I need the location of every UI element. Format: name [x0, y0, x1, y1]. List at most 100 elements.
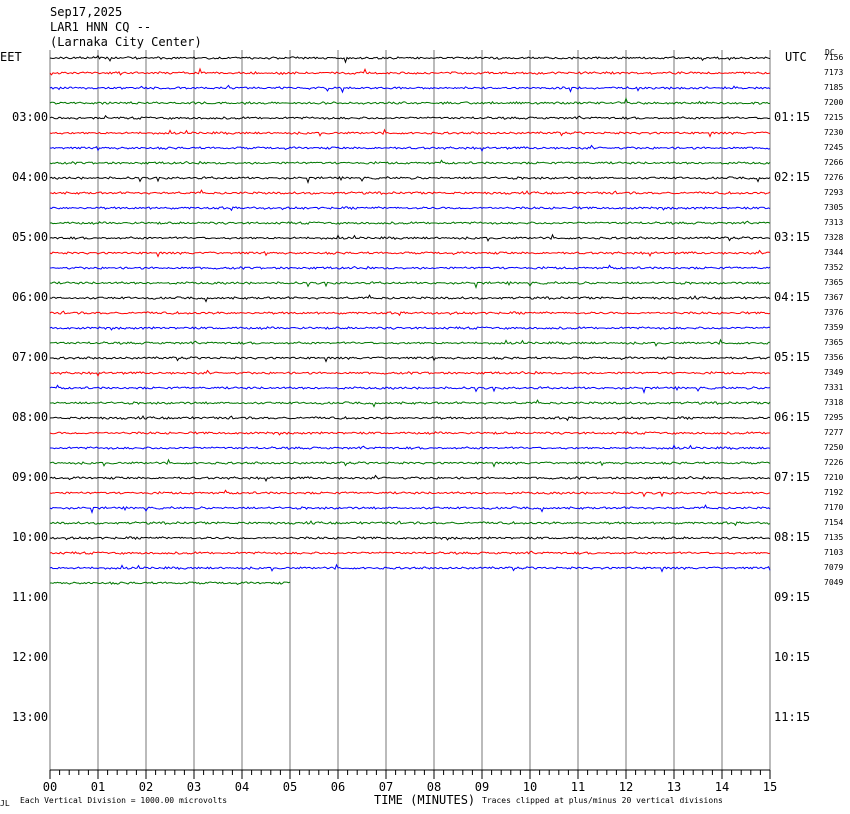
trace-line	[49, 84, 771, 94]
trace-line	[49, 67, 771, 76]
dc-value-label: 7365	[824, 338, 844, 347]
trace-line	[49, 294, 771, 303]
dc-value-label: 7313	[824, 218, 844, 227]
x-tick-label: 12	[618, 780, 634, 794]
trace-line	[49, 399, 771, 408]
trace-line	[49, 369, 771, 377]
right-time-label: 10:15	[774, 650, 811, 664]
trace-line	[49, 355, 771, 363]
left-time-label: 11:00	[12, 590, 49, 604]
dc-value-label: 7293	[824, 188, 844, 197]
trace-line	[49, 326, 771, 331]
dc-value-label: 7318	[824, 398, 844, 407]
trace-line	[49, 189, 771, 196]
trace-line	[49, 489, 771, 498]
left-time-label: 08:00	[12, 410, 49, 424]
x-tick-label: 09	[474, 780, 490, 794]
dc-value-label: 7226	[824, 458, 844, 467]
dc-value-label: 7359	[824, 323, 844, 332]
dc-value-label: 7331	[824, 383, 844, 392]
right-time-label: 08:15	[774, 530, 811, 544]
trace-line	[49, 281, 771, 290]
x-tick-label: 07	[378, 780, 394, 794]
dc-value-label: 7173	[824, 68, 844, 77]
right-time-label: 05:15	[774, 350, 811, 364]
trace-line	[49, 310, 771, 317]
right-time-label: 06:15	[774, 410, 811, 424]
dc-value-label: 7352	[824, 263, 844, 272]
trace-line	[49, 338, 771, 347]
dc-value-label: 7277	[824, 428, 844, 437]
dc-value-label: 7156	[824, 53, 844, 62]
left-time-label: 07:00	[12, 350, 49, 364]
left-time-label: 12:00	[12, 650, 49, 664]
trace-group	[49, 54, 771, 586]
dc-value-label: 7266	[824, 158, 844, 167]
trace-line	[49, 233, 771, 242]
dc-value-label: 7250	[824, 443, 844, 452]
right-time-label: 07:15	[774, 470, 811, 484]
station-location: (Larnaka City Center)	[50, 35, 202, 49]
right-time-label: 09:15	[774, 590, 811, 604]
trace-line	[49, 415, 771, 422]
dc-value-label: 7344	[824, 248, 844, 257]
trace-line	[49, 520, 771, 527]
trace-line	[49, 458, 771, 468]
right-time-label: 11:15	[774, 710, 811, 724]
trace-line	[49, 144, 771, 152]
x-tick-group	[49, 770, 771, 779]
left-time-label: 13:00	[12, 710, 49, 724]
trace-line	[49, 54, 771, 64]
dc-value-label: 7245	[824, 143, 844, 152]
x-tick-label: 03	[186, 780, 202, 794]
dc-value-label: 7103	[824, 548, 844, 557]
x-tick-label: 10	[522, 780, 538, 794]
left-time-label: 10:00	[12, 530, 49, 544]
dc-value-label: 7230	[824, 128, 844, 137]
trace-line	[49, 504, 771, 515]
station-code: LAR1 HNN CQ --	[50, 20, 152, 34]
trace-line	[49, 431, 771, 436]
right-time-label: 01:15	[774, 110, 811, 124]
trace-line	[49, 176, 771, 185]
x-axis-title: TIME (MINUTES)	[374, 793, 476, 807]
dc-value-label: 7049	[824, 578, 844, 587]
x-tick-label: 00	[42, 780, 58, 794]
trace-line	[49, 550, 771, 555]
trace-line	[49, 581, 291, 586]
right-time-label: 03:15	[774, 230, 811, 244]
dc-value-label: 7276	[824, 173, 844, 182]
x-tick-label: 01	[90, 780, 106, 794]
trace-line	[49, 264, 771, 270]
dc-value-label: 7295	[824, 413, 844, 422]
dc-value-label: 7328	[824, 233, 844, 242]
right-time-label: 04:15	[774, 290, 811, 304]
dc-value-label: 7305	[824, 203, 844, 212]
left-timezone-label: EET	[0, 50, 22, 64]
trace-line	[49, 97, 771, 105]
left-time-label: 03:00	[12, 110, 49, 124]
trace-line	[49, 159, 771, 165]
x-tick-label: 13	[666, 780, 682, 794]
x-tick-label: 04	[234, 780, 250, 794]
corner-mark: JL	[0, 799, 10, 808]
dc-value-label: 7349	[824, 368, 844, 377]
dc-value-label: 7154	[824, 518, 844, 527]
trace-line	[49, 563, 771, 573]
x-tick-label: 14	[714, 780, 730, 794]
dc-value-label: 7135	[824, 533, 844, 542]
dc-value-label: 7185	[824, 83, 844, 92]
x-tick-label: 02	[138, 780, 154, 794]
dc-value-label: 7376	[824, 308, 844, 317]
left-time-label: 04:00	[12, 170, 49, 184]
dc-value-label: 7079	[824, 563, 844, 572]
plot-grid	[49, 50, 771, 771]
x-tick-label: 15	[762, 780, 778, 794]
right-time-label: 02:15	[774, 170, 811, 184]
dc-value-label: 7210	[824, 473, 844, 482]
scale-note: Each Vertical Division = 1000.00 microvo…	[20, 796, 228, 805]
trace-line	[49, 220, 771, 225]
left-time-label: 05:00	[12, 230, 49, 244]
trace-line	[49, 128, 771, 138]
